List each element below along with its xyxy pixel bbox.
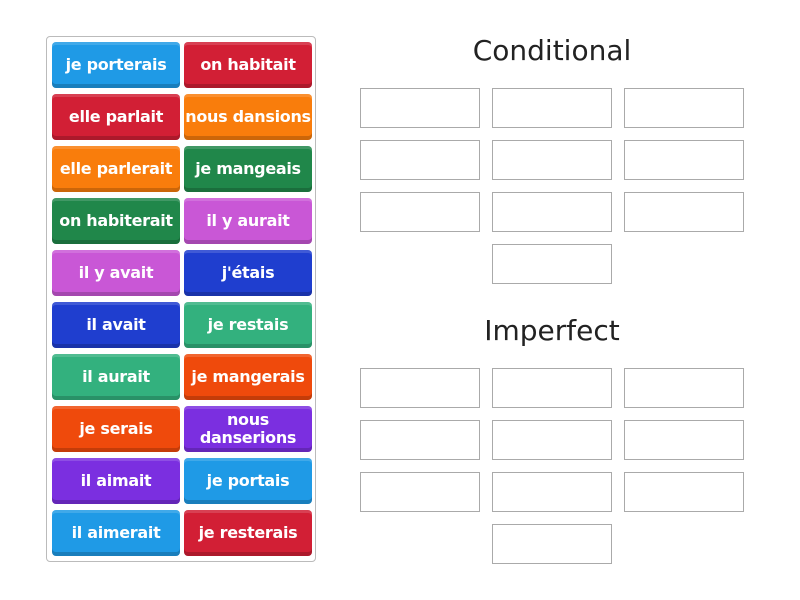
drop-slot-conditional[interactable]	[624, 88, 744, 128]
word-tile[interactable]: nous danserions	[184, 406, 312, 452]
word-tile[interactable]: il y avait	[52, 250, 180, 296]
word-bank-panel	[46, 36, 316, 562]
word-tile[interactable]: je porterais	[52, 42, 180, 88]
word-tile[interactable]: elle parlait	[52, 94, 180, 140]
word-tile[interactable]: j'étais	[184, 250, 312, 296]
word-tile[interactable]: nous dansions	[184, 94, 312, 140]
word-tile[interactable]: je mangeais	[184, 146, 312, 192]
group-title-conditional: Conditional	[472, 34, 632, 67]
word-tile[interactable]: il avait	[52, 302, 180, 348]
drop-slot-conditional[interactable]	[360, 88, 480, 128]
drop-slot-imperfect[interactable]	[360, 420, 480, 460]
word-tile[interactable]: elle parlerait	[52, 146, 180, 192]
drop-slot-conditional[interactable]	[492, 88, 612, 128]
drop-slot-imperfect[interactable]	[624, 368, 744, 408]
drop-slot-imperfect[interactable]	[492, 368, 612, 408]
drop-slot-conditional[interactable]	[360, 192, 480, 232]
drop-slot-imperfect[interactable]	[492, 524, 612, 564]
drop-slot-imperfect[interactable]	[624, 420, 744, 460]
word-tile[interactable]: je resterais	[184, 510, 312, 556]
word-tile[interactable]: il aimait	[52, 458, 180, 504]
drop-slot-conditional[interactable]	[492, 140, 612, 180]
word-tile[interactable]: il aimerait	[52, 510, 180, 556]
word-tile[interactable]: on habiterait	[52, 198, 180, 244]
word-tile[interactable]: je portais	[184, 458, 312, 504]
word-tile[interactable]: je mangerais	[184, 354, 312, 400]
drop-slot-imperfect[interactable]	[624, 472, 744, 512]
drop-slot-conditional[interactable]	[360, 140, 480, 180]
word-tile[interactable]: je restais	[184, 302, 312, 348]
group-title-imperfect: Imperfect	[484, 314, 620, 347]
drop-slot-conditional[interactable]	[492, 244, 612, 284]
drop-slot-conditional[interactable]	[492, 192, 612, 232]
word-tile[interactable]: il aurait	[52, 354, 180, 400]
drop-slot-conditional[interactable]	[624, 192, 744, 232]
drop-slot-imperfect[interactable]	[360, 472, 480, 512]
word-tile[interactable]: il y aurait	[184, 198, 312, 244]
drop-slot-imperfect[interactable]	[360, 368, 480, 408]
word-tile[interactable]: je serais	[52, 406, 180, 452]
drop-slot-conditional[interactable]	[624, 140, 744, 180]
drop-slot-imperfect[interactable]	[492, 420, 612, 460]
word-tile[interactable]: on habitait	[184, 42, 312, 88]
drop-slot-imperfect[interactable]	[492, 472, 612, 512]
